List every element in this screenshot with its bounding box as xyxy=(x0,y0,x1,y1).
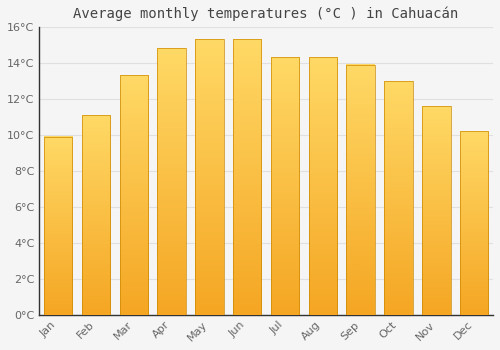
Bar xyxy=(308,57,337,315)
Bar xyxy=(158,48,186,315)
Bar xyxy=(44,136,72,315)
Bar xyxy=(422,106,450,315)
Bar xyxy=(346,65,375,315)
Bar xyxy=(460,131,488,315)
Title: Average monthly temperatures (°C ) in Cahuacán: Average monthly temperatures (°C ) in Ca… xyxy=(74,7,458,21)
Bar xyxy=(195,40,224,315)
Bar xyxy=(82,115,110,315)
Bar xyxy=(120,75,148,315)
Bar xyxy=(233,40,262,315)
Bar xyxy=(384,81,412,315)
Bar xyxy=(271,57,299,315)
